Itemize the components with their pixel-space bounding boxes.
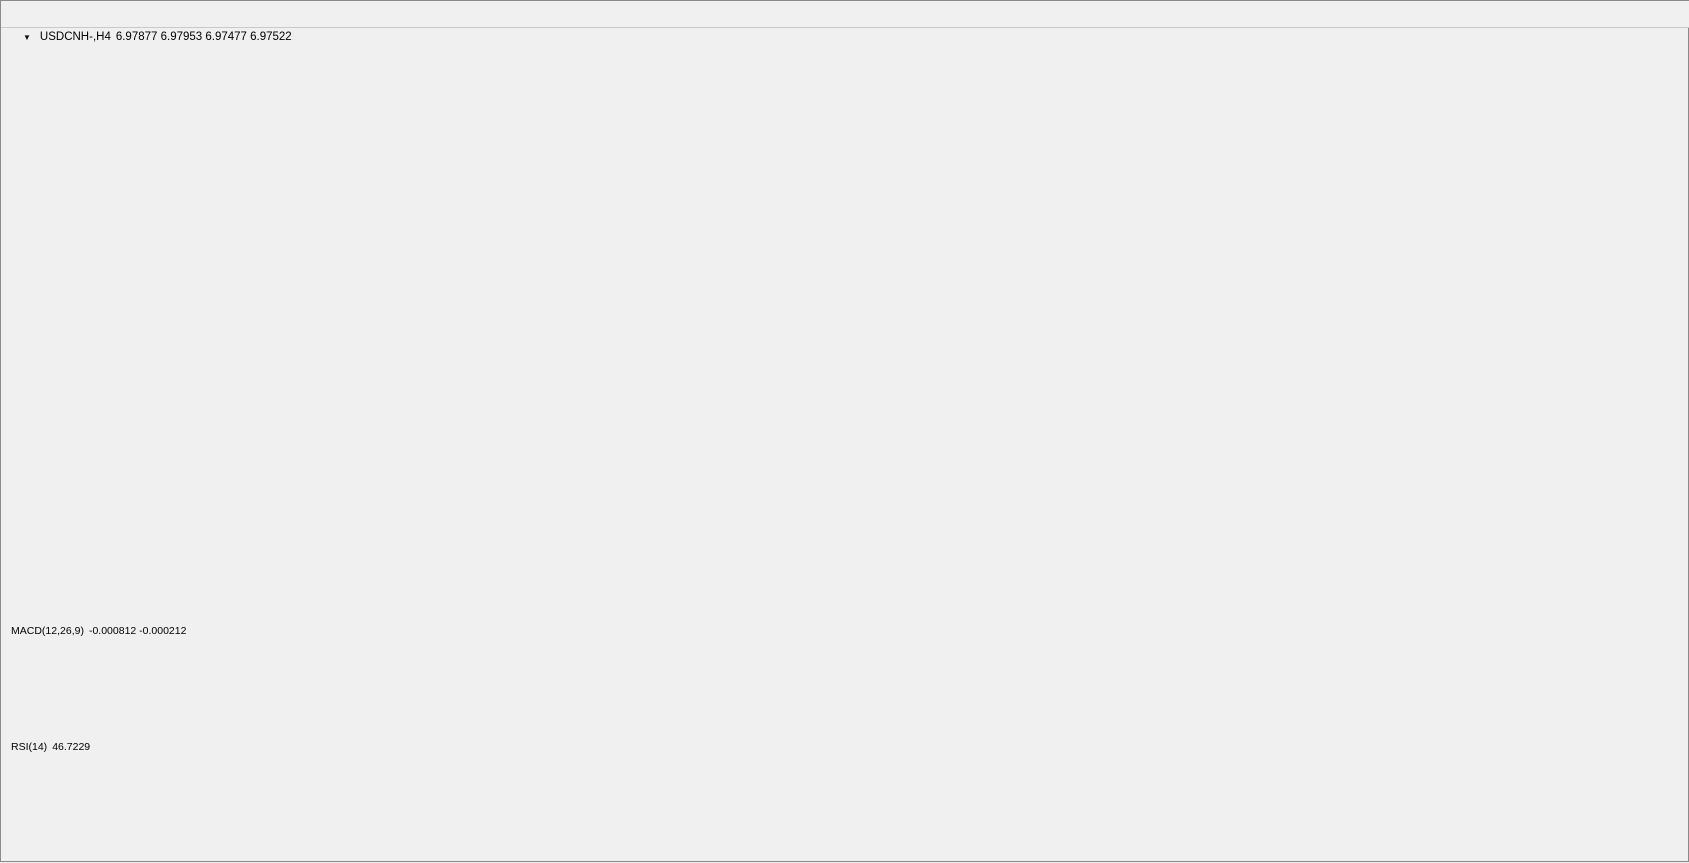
chart-title: ▼ USDCNH-,H4 6.97877 6.97953 6.97477 6.975… xyxy=(23,31,292,43)
macd-values: -0.000812 -0.000212 xyxy=(88,625,187,637)
chart-collapse-icon[interactable]: ▼ xyxy=(23,33,31,42)
chart-ohlc-values: 6.97877 6.97953 6.97477 6.97522 xyxy=(115,31,292,43)
toolbar xyxy=(1,1,1689,28)
rsi-value: 46.7229 xyxy=(52,741,91,753)
chart-symbol-period: USDCNH-,H4 xyxy=(39,31,111,43)
rsi-name: RSI(14) xyxy=(11,741,48,753)
rsi-indicator-label: RSI(14) 46.7229 xyxy=(11,741,90,753)
macd-indicator-label: MACD(12,26,9) -0.000812 -0.000212 xyxy=(11,625,186,637)
macd-name: MACD(12,26,9) xyxy=(11,625,84,637)
